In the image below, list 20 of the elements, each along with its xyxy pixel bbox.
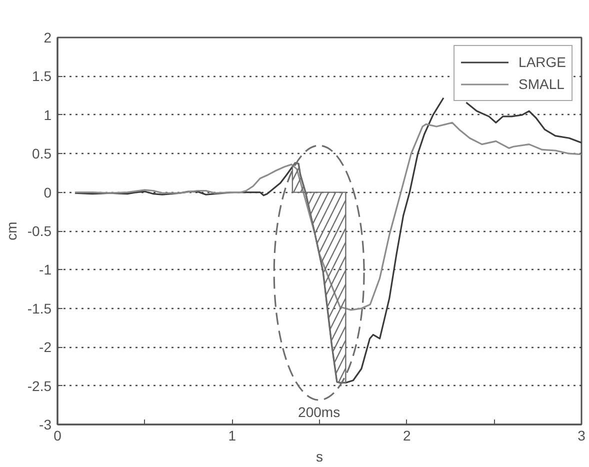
- y-tick-label: -0.5: [27, 223, 52, 239]
- x-axis-title: s: [316, 448, 323, 464]
- x-tick-label: 3: [578, 428, 586, 444]
- y-tick-label: -2.5: [27, 378, 52, 394]
- y-tick-label: 1: [44, 106, 52, 123]
- y-tick-label: 1.5: [32, 68, 52, 84]
- y-tick-label: 0.5: [32, 146, 52, 162]
- y-tick-label: -1.5: [27, 300, 52, 316]
- x-tick-label: 2: [402, 428, 411, 444]
- legend-label: LARGE: [518, 54, 566, 70]
- y-axis-title: cm: [3, 222, 20, 240]
- y-tick-label: 2: [44, 30, 52, 46]
- x-tick-label: 0: [54, 428, 62, 444]
- legend-label: SMALL: [518, 76, 564, 92]
- annotation: 200ms: [298, 404, 340, 420]
- y-tick-label: -1: [39, 262, 52, 278]
- y-tick-label: -2: [39, 339, 52, 356]
- y-tick-label: -3: [39, 416, 52, 432]
- x-tick-label: 1: [228, 428, 236, 444]
- y-tick-label: 0: [44, 184, 52, 200]
